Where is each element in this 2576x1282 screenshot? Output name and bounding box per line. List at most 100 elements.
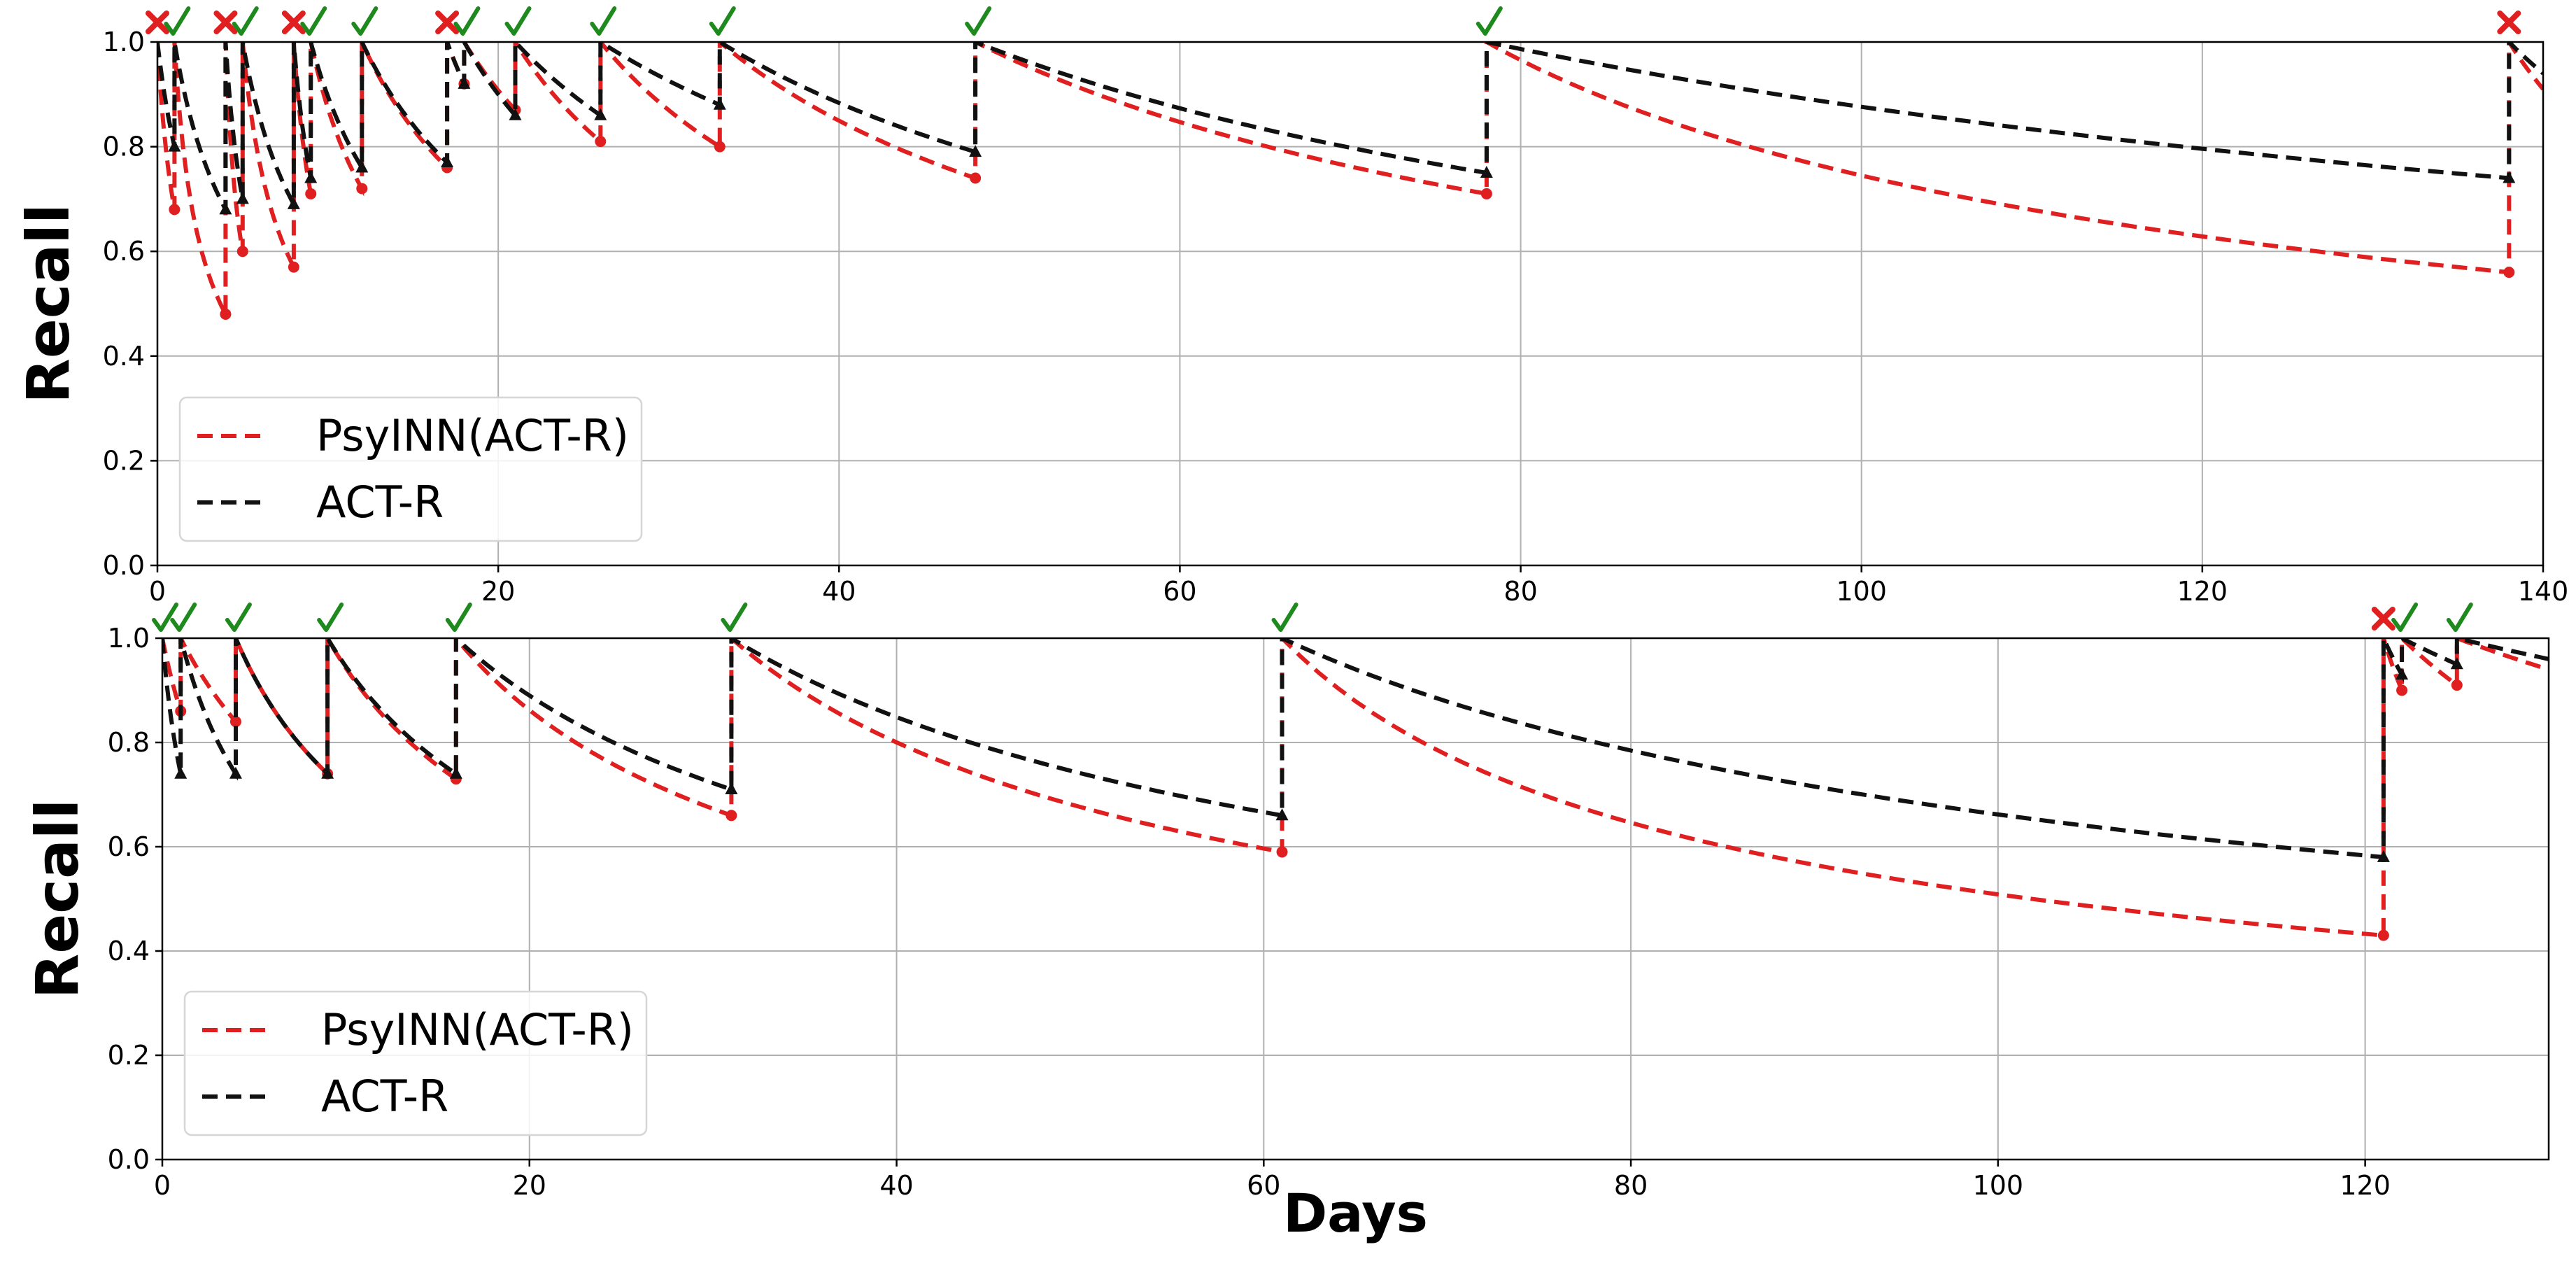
cross-icon bbox=[213, 10, 238, 34]
psyinn-point bbox=[2377, 929, 2389, 941]
y-tick-label: 0.6 bbox=[108, 831, 150, 862]
y-axis-label: Recall bbox=[14, 204, 83, 404]
actr-point bbox=[969, 145, 982, 157]
x-tick-label: 100 bbox=[1836, 576, 1887, 607]
psyinn-series-line bbox=[162, 638, 2549, 938]
y-tick-label: 0.6 bbox=[103, 236, 145, 267]
legend-box bbox=[178, 396, 643, 542]
actr-point bbox=[168, 139, 181, 152]
actr-point bbox=[229, 766, 242, 779]
y-axis-label: Recall bbox=[23, 799, 92, 999]
actr-point bbox=[321, 766, 334, 779]
check-icon bbox=[721, 603, 748, 632]
x-tick-label: 40 bbox=[879, 1170, 913, 1201]
x-tick-label: 0 bbox=[149, 576, 166, 607]
check-icon bbox=[317, 603, 344, 632]
actr-point bbox=[304, 171, 318, 183]
psyinn-point bbox=[236, 246, 248, 258]
psyinn-point bbox=[220, 308, 232, 320]
legend-psyinn-label: PsyINN(ACT-R) bbox=[316, 410, 629, 461]
x-tick-label: 20 bbox=[481, 576, 515, 607]
psyinn-point bbox=[229, 716, 241, 728]
x-tick-label: 40 bbox=[822, 576, 856, 607]
y-tick-label: 0.0 bbox=[103, 550, 145, 581]
check-icon bbox=[1271, 603, 1298, 632]
check-icon bbox=[2446, 603, 2473, 632]
actr-point bbox=[2395, 668, 2409, 680]
actr-point bbox=[355, 160, 369, 173]
y-tick-label: 0.8 bbox=[108, 727, 150, 758]
actr-point bbox=[2503, 171, 2516, 183]
legend-actr-label: ACT-R bbox=[316, 477, 444, 528]
legend: PsyINN(ACT-R) ACT-R bbox=[183, 990, 648, 1136]
legend-psyinn-label: PsyINN(ACT-R) bbox=[321, 1004, 634, 1055]
check-icon bbox=[2391, 603, 2419, 632]
cross-icon bbox=[281, 10, 306, 34]
actr-point bbox=[174, 766, 187, 779]
psyinn-point bbox=[169, 204, 181, 216]
x-axis-label: Days bbox=[1283, 1182, 1428, 1244]
psyinn-point bbox=[356, 183, 368, 195]
check-icon bbox=[232, 6, 259, 36]
legend-box bbox=[183, 990, 648, 1136]
actr-point bbox=[509, 108, 522, 120]
y-tick-label: 0.8 bbox=[103, 132, 145, 162]
legend-actr-label: ACT-R bbox=[321, 1071, 448, 1122]
actr-point bbox=[2377, 850, 2390, 862]
psyinn-point bbox=[970, 172, 982, 184]
actr-point bbox=[1480, 166, 1493, 178]
actr-point bbox=[594, 108, 607, 120]
x-tick-label: 140 bbox=[2518, 576, 2569, 607]
plot-frame bbox=[161, 637, 2550, 1161]
psyinn-point bbox=[595, 136, 607, 148]
check-icon bbox=[164, 6, 191, 36]
actr-series-line bbox=[162, 638, 2549, 860]
actr-point bbox=[449, 766, 462, 779]
y-tick-label: 0.2 bbox=[108, 1040, 150, 1071]
x-tick-label: 120 bbox=[2177, 576, 2228, 607]
cross-icon bbox=[2497, 10, 2521, 34]
check-icon bbox=[225, 603, 252, 632]
check-icon bbox=[453, 6, 481, 36]
cross-icon bbox=[2371, 607, 2395, 631]
x-tick-label: 60 bbox=[1163, 576, 1196, 607]
plot-frame bbox=[156, 41, 2545, 567]
check-icon bbox=[170, 603, 197, 632]
y-tick-label: 0.2 bbox=[103, 445, 145, 476]
psyinn-point bbox=[1480, 188, 1492, 199]
actr-point bbox=[1275, 808, 1289, 821]
y-tick-label: 1.0 bbox=[103, 27, 145, 57]
plot-area bbox=[157, 42, 2543, 320]
y-tick-label: 0.0 bbox=[108, 1144, 150, 1175]
psyinn-point bbox=[288, 261, 299, 273]
y-tick-label: 0.4 bbox=[103, 341, 145, 372]
y-tick-label: 0.4 bbox=[108, 936, 150, 966]
x-tick-label: 100 bbox=[1973, 1170, 2024, 1201]
psyinn-point bbox=[305, 188, 317, 199]
check-icon bbox=[590, 6, 617, 36]
actr-point bbox=[219, 202, 232, 215]
psyinn-point bbox=[2503, 267, 2515, 279]
actr-point bbox=[236, 192, 249, 204]
legend: PsyINN(ACT-R) ACT-R bbox=[178, 396, 643, 542]
psyinn-point bbox=[2396, 684, 2408, 696]
check-icon bbox=[152, 603, 178, 632]
check-icon bbox=[351, 6, 378, 36]
psyinn-point bbox=[1276, 846, 1288, 858]
cross-icon bbox=[146, 10, 169, 34]
check-icon bbox=[445, 603, 472, 632]
chart-panel-2: 0 20 40 60 80 100 120 0.0 0.2 0.4 0.6 0.8 1.0 Recall D… bbox=[23, 603, 2550, 1244]
actr-point bbox=[458, 76, 471, 89]
chart-panel-1: 0 20 40 60 80 100 120 140 0.0 0.2 0.4 0.6 0.8 1.0 Reca… bbox=[14, 6, 2569, 607]
actr-point bbox=[441, 155, 454, 168]
x-tick-label: 20 bbox=[513, 1170, 546, 1201]
cross-icon bbox=[435, 10, 460, 34]
psyinn-point bbox=[714, 141, 726, 153]
check-icon bbox=[1475, 6, 1503, 36]
actr-point bbox=[725, 782, 738, 795]
x-tick-label: 60 bbox=[1247, 1170, 1280, 1201]
check-icon bbox=[504, 6, 532, 36]
check-icon bbox=[300, 6, 327, 36]
actr-series-line bbox=[157, 42, 2543, 213]
